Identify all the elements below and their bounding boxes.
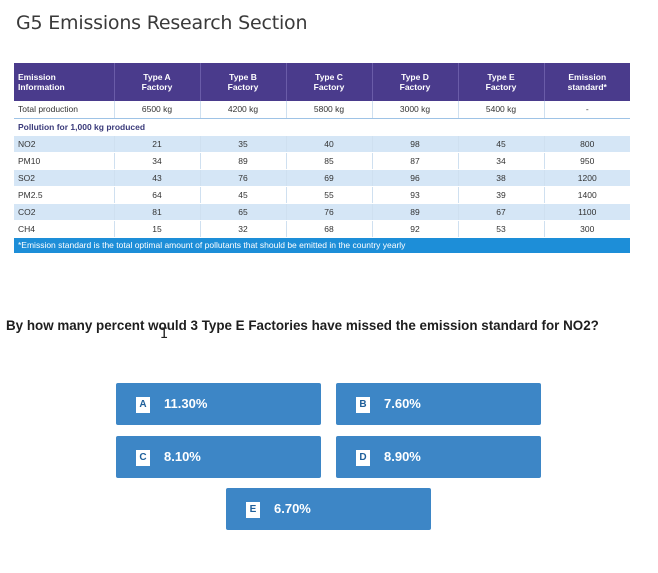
option-c-button[interactable]: C 8.10% bbox=[116, 436, 321, 478]
option-letter-badge: D bbox=[356, 450, 370, 466]
table-cell: 45 bbox=[200, 186, 287, 204]
header-emission-standard: Emission standard* bbox=[567, 72, 607, 92]
option-letter-badge: B bbox=[356, 397, 370, 413]
table-cell: 89 bbox=[372, 203, 459, 221]
table-cell: 93 bbox=[372, 186, 459, 204]
text-cursor-icon: I bbox=[160, 326, 169, 342]
header-type-b: Type B Factory bbox=[200, 63, 287, 101]
table-cell: 69 bbox=[286, 169, 373, 187]
table-cell: 15 bbox=[114, 220, 201, 238]
header-type-c: Type C Factory bbox=[286, 63, 373, 101]
option-value: 6.70% bbox=[274, 501, 311, 516]
table-cell: 950 bbox=[544, 152, 630, 170]
table-cell: 39 bbox=[458, 186, 545, 204]
table-cell: CH4 bbox=[14, 220, 115, 238]
question-text: By how many percent would 3 Type E Facto… bbox=[6, 318, 599, 333]
table-cell: 85 bbox=[286, 152, 373, 170]
option-letter-badge: A bbox=[136, 397, 150, 413]
header-type-e: Type E Factory bbox=[458, 63, 545, 101]
table-footnote-row: *Emission standard is the total optimal … bbox=[14, 237, 630, 254]
header-type-a: Type A Factory bbox=[114, 63, 201, 101]
option-value: 8.90% bbox=[384, 449, 421, 464]
table-cell: 1100 bbox=[544, 203, 630, 221]
table-cell: - bbox=[544, 101, 630, 119]
table-cell: NO2 bbox=[14, 135, 115, 153]
table-cell: 96 bbox=[372, 169, 459, 187]
table-cell: 45 bbox=[458, 135, 545, 153]
option-a-button[interactable]: A 11.30% bbox=[116, 383, 321, 425]
table-cell: 81 bbox=[114, 203, 201, 221]
table-row: NO2 21 35 40 98 45 800 bbox=[14, 135, 630, 153]
table-cell: CO2 bbox=[14, 203, 115, 221]
table-row-total-production: Total production 6500 kg 4200 kg 5800 kg… bbox=[14, 101, 630, 119]
option-value: 8.10% bbox=[164, 449, 201, 464]
table-cell: 34 bbox=[114, 152, 201, 170]
table-cell: 53 bbox=[458, 220, 545, 238]
table-cell: PM10 bbox=[14, 152, 115, 170]
table-cell: Total production bbox=[14, 101, 115, 119]
table-cell: 3000 kg bbox=[372, 101, 459, 119]
page-title: G5 Emissions Research Section bbox=[16, 12, 308, 34]
table-cell: 76 bbox=[200, 169, 287, 187]
table-cell: 92 bbox=[372, 220, 459, 238]
option-value: 11.30% bbox=[164, 396, 208, 411]
table-cell: 35 bbox=[200, 135, 287, 153]
section-label: Pollution for 1,000 kg produced bbox=[14, 118, 630, 136]
table-cell: 300 bbox=[544, 220, 630, 238]
table-cell: 89 bbox=[200, 152, 287, 170]
table-cell: SO2 bbox=[14, 169, 115, 187]
table-cell: 55 bbox=[286, 186, 373, 204]
table-cell: 800 bbox=[544, 135, 630, 153]
option-letter-badge: C bbox=[136, 450, 150, 466]
table-cell: 34 bbox=[458, 152, 545, 170]
table-cell: 43 bbox=[114, 169, 201, 187]
option-b-button[interactable]: B 7.60% bbox=[336, 383, 541, 425]
table-cell: 1400 bbox=[544, 186, 630, 204]
table-cell: 1200 bbox=[544, 169, 630, 187]
table-cell: 65 bbox=[200, 203, 287, 221]
table-cell: 68 bbox=[286, 220, 373, 238]
table-row: CH4 15 32 68 92 53 300 bbox=[14, 220, 630, 238]
option-e-button[interactable]: E 6.70% bbox=[226, 488, 431, 530]
table-cell: 38 bbox=[458, 169, 545, 187]
option-value: 7.60% bbox=[384, 396, 421, 411]
table-cell: 5800 kg bbox=[286, 101, 373, 119]
table-cell: 76 bbox=[286, 203, 373, 221]
table-cell: 98 bbox=[372, 135, 459, 153]
header-type-d: Type D Factory bbox=[372, 63, 459, 101]
table-cell: 5400 kg bbox=[458, 101, 545, 119]
table-cell: 21 bbox=[114, 135, 201, 153]
table-row: CO2 81 65 76 89 67 1100 bbox=[14, 203, 630, 221]
footnote: *Emission standard is the total optimal … bbox=[14, 237, 630, 254]
table-cell: 87 bbox=[372, 152, 459, 170]
table-section-row: Pollution for 1,000 kg produced bbox=[14, 118, 630, 136]
table-cell: 64 bbox=[114, 186, 201, 204]
table-cell: PM2.5 bbox=[14, 186, 115, 204]
table-cell: 6500 kg bbox=[114, 101, 201, 119]
table-cell: 67 bbox=[458, 203, 545, 221]
table-cell: 4200 kg bbox=[200, 101, 287, 119]
table-header-row: Emission Information Type A Factory Type… bbox=[14, 63, 630, 101]
table-row: PM10 34 89 85 87 34 950 bbox=[14, 152, 630, 170]
table-cell: 32 bbox=[200, 220, 287, 238]
table-row: PM2.5 64 45 55 93 39 1400 bbox=[14, 186, 630, 204]
option-letter-badge: E bbox=[246, 502, 260, 518]
table-cell: 40 bbox=[286, 135, 373, 153]
option-d-button[interactable]: D 8.90% bbox=[336, 436, 541, 478]
table-row: SO2 43 76 69 96 38 1200 bbox=[14, 169, 630, 187]
header-emission-information: Emission Information bbox=[14, 63, 115, 101]
emissions-table: Emission Information Type A Factory Type… bbox=[14, 63, 630, 254]
